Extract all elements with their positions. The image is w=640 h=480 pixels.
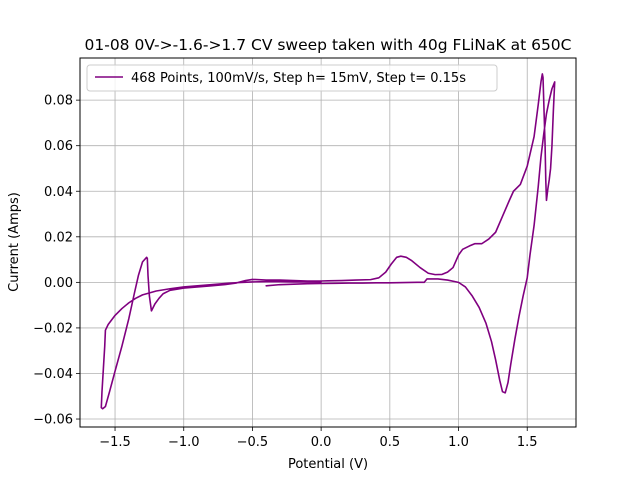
axes-frame (79, 57, 577, 428)
plot-area: −1.5 −1.0 −0.5 0.0 0.5 1.0 1.5 −0.06 −0.04 −0.02… (33, 57, 577, 450)
x-tick-label: 0.0 (311, 435, 332, 450)
x-ticks: −1.5 −1.0 −0.5 0.0 0.5 1.0 1.5 (99, 427, 538, 450)
y-tick-label: 0.00 (44, 276, 73, 291)
legend-box (86, 64, 498, 92)
axes-background (80, 58, 576, 427)
x-axis-label: Potential (V) (288, 457, 368, 472)
grid (80, 58, 576, 427)
y-axis-label: Current (Amps) (7, 192, 22, 292)
x-tick-label: −1.5 (99, 435, 131, 450)
y-tick-label: 0.04 (44, 185, 73, 200)
legend-label: 468 Points, 100mV/s, Step h= 15mV, Step … (131, 71, 466, 86)
y-tick-label: 0.06 (44, 139, 73, 154)
y-tick-label: 0.08 (44, 94, 73, 109)
cv-series-line (100, 73, 556, 410)
x-tick-label: −1.0 (168, 435, 200, 450)
series-layer (100, 73, 556, 410)
chart-title: 01-08 0V->-1.6->1.7 CV sweep taken with … (85, 36, 572, 54)
x-tick-label: −0.5 (237, 435, 269, 450)
x-tick-label: 1.0 (448, 435, 469, 450)
x-tick-label: 1.5 (517, 435, 538, 450)
y-tick-label: −0.04 (33, 367, 73, 382)
y-tick-label: −0.06 (33, 413, 73, 428)
y-ticks: −0.06 −0.04 −0.02 0.00 0.02 0.04 0.06 0.08 (33, 94, 80, 428)
x-tick-label: 0.5 (379, 435, 400, 450)
y-tick-label: −0.02 (33, 321, 73, 336)
legend: 468 Points, 100mV/s, Step h= 15mV, Step … (86, 64, 498, 92)
y-tick-label: 0.02 (44, 230, 73, 245)
